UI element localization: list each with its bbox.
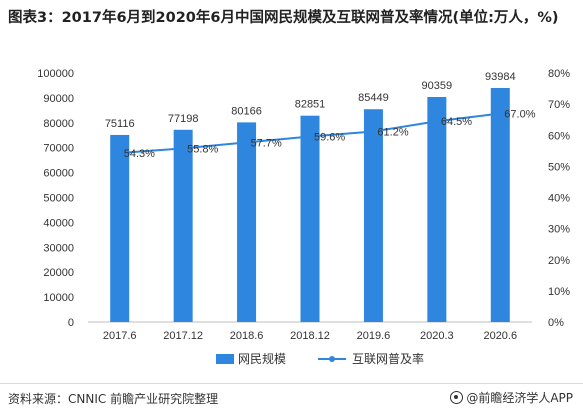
y2-tick-label: 70%	[548, 99, 570, 111]
line-value-label: 57.7%	[251, 137, 282, 149]
footer-divider	[0, 383, 583, 384]
x-tick-label: 2018.12	[290, 330, 330, 342]
line-point	[180, 145, 187, 152]
y-tick-label: 50000	[43, 193, 74, 205]
y2-tick-label: 10%	[548, 286, 570, 298]
legend-line-label: 互联网普及率	[352, 351, 424, 366]
y-tick-label: 60000	[43, 168, 74, 180]
y-tick-label: 90000	[43, 93, 74, 105]
bar	[173, 129, 193, 322]
x-tick-label: 2018.6	[230, 330, 264, 342]
bar	[110, 134, 130, 322]
bar	[363, 109, 383, 322]
y2-tick-label: 30%	[548, 224, 570, 236]
x-tick-label: 2020.6	[483, 330, 517, 342]
bar-value-label: 75116	[105, 118, 135, 130]
line-point	[497, 110, 504, 117]
y-tick-label: 10000	[43, 292, 74, 304]
y2-tick-label: 80%	[548, 68, 570, 80]
y2-tick-label: 20%	[548, 255, 570, 267]
line-value-label: 59.6%	[314, 131, 345, 143]
source-note: 资料来源：CNNIC 前瞻产业研究院整理	[8, 392, 219, 406]
y2-tick-label: 40%	[548, 193, 570, 205]
bar-value-label: 93984	[485, 71, 516, 83]
line-point	[116, 149, 123, 156]
line-point	[307, 133, 313, 140]
bar-value-label: 82851	[295, 99, 326, 111]
line-value-label: 61.2%	[377, 127, 408, 139]
bar	[300, 115, 320, 322]
y-tick-label: 0	[68, 317, 74, 329]
line-value-label: 67.0%	[504, 108, 535, 120]
x-tick-label: 2017.6	[103, 330, 137, 342]
bar-value-label: 80166	[231, 105, 262, 117]
y-tick-label: 30000	[43, 242, 74, 254]
bar	[427, 97, 447, 322]
line-point	[243, 139, 250, 146]
brand-label: @前瞻经济学人APP	[466, 391, 573, 405]
legend-bar-swatch	[216, 354, 234, 364]
line-value-label: 64.5%	[441, 116, 472, 128]
y-tick-label: 100000	[37, 68, 74, 80]
legend-line-marker	[329, 356, 335, 362]
brand-logo-icon	[450, 391, 464, 404]
bar-value-label: 85449	[358, 92, 389, 104]
line-value-label: 55.8%	[187, 143, 218, 155]
y2-tick-label: 0%	[548, 317, 564, 329]
brand-credit: @前瞻经济学人APP	[450, 389, 573, 406]
y-tick-label: 40000	[43, 217, 74, 229]
line-point	[370, 128, 377, 135]
y2-tick-label: 60%	[548, 130, 570, 142]
line-value-label: 54.3%	[124, 148, 155, 160]
chart-title: 图表3：2017年6月到2020年6月中国网民规模及互联网普及率情况(单位:万人…	[8, 10, 559, 26]
bar	[490, 87, 510, 322]
x-tick-label: 2019.6	[357, 330, 391, 342]
y-tick-label: 70000	[43, 143, 74, 155]
y-tick-label: 80000	[43, 118, 74, 130]
x-tick-label: 2020.3	[420, 330, 454, 342]
bar	[237, 122, 257, 322]
x-tick-label: 2017.12	[163, 330, 203, 342]
line-point	[433, 118, 440, 125]
y2-tick-label: 50%	[548, 161, 570, 173]
bar-value-label: 77198	[168, 113, 199, 125]
bar-value-label: 90359	[422, 80, 453, 92]
y-tick-label: 20000	[43, 267, 74, 279]
legend-bar-label: 网民规模	[238, 351, 286, 366]
